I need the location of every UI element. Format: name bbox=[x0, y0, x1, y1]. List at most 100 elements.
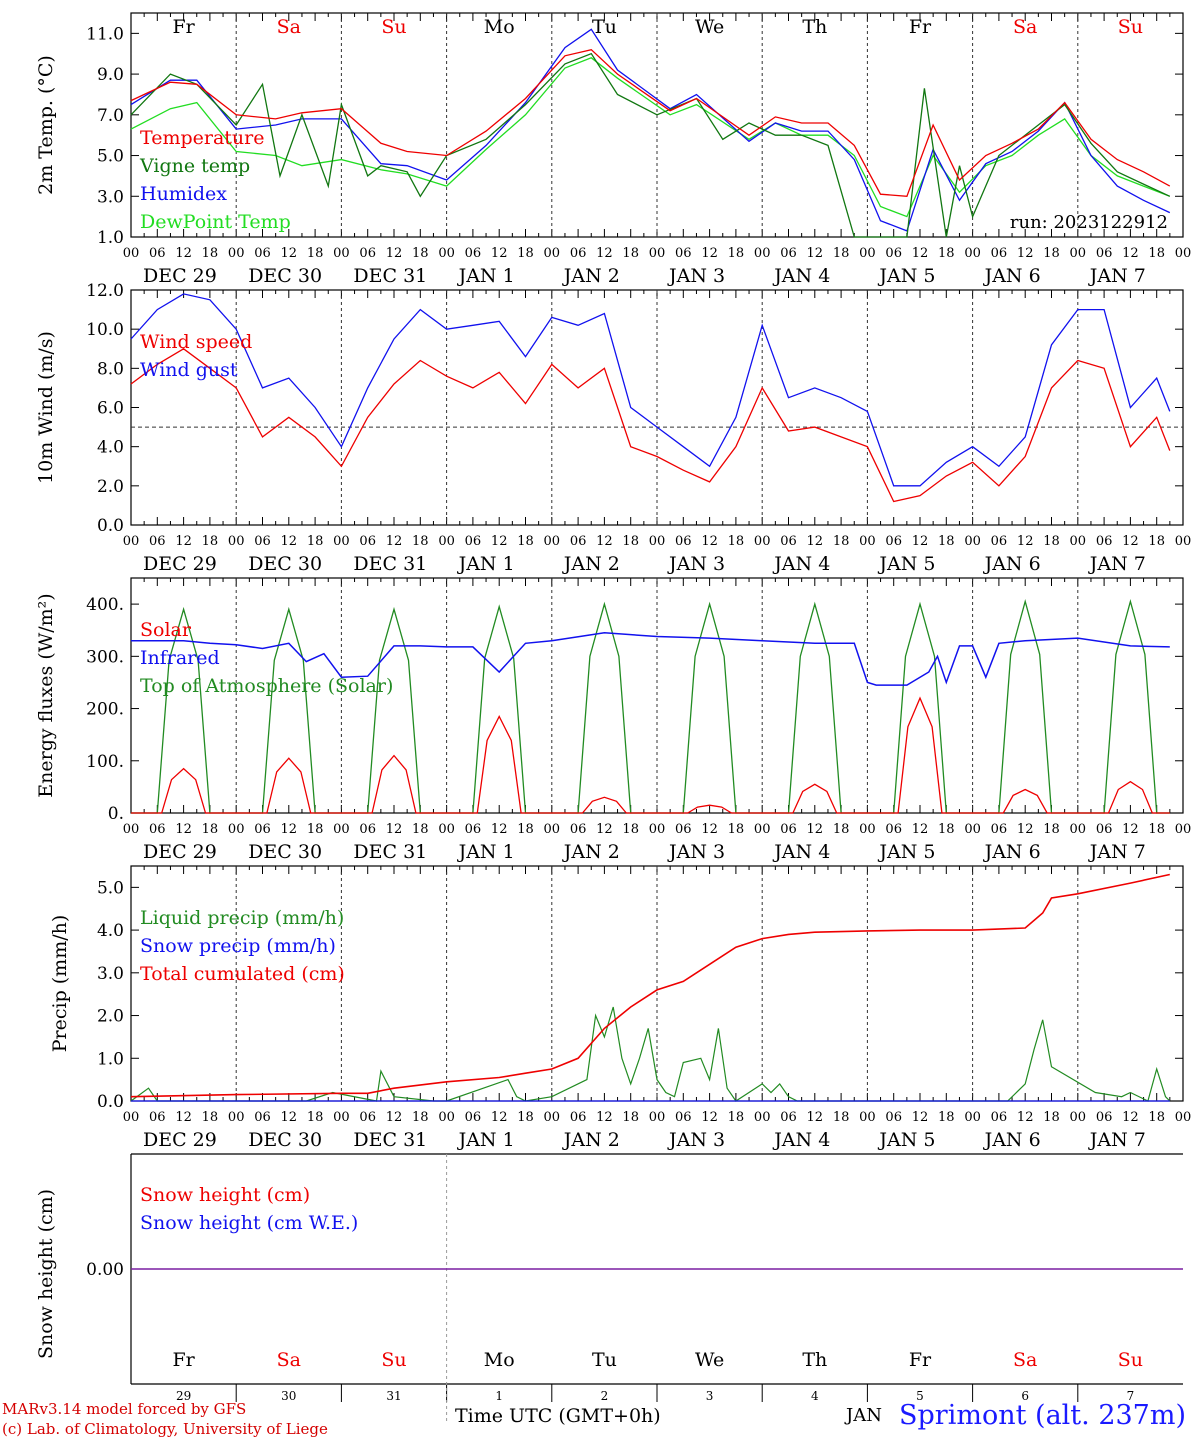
hour-tick-label: 00 bbox=[123, 534, 140, 549]
hour-tick-label: 12 bbox=[281, 822, 298, 837]
hour-tick-label: 12 bbox=[281, 1110, 298, 1125]
day-name: Su bbox=[1118, 1349, 1143, 1371]
day-name: Su bbox=[381, 1349, 406, 1371]
station-name: Sprimont (alt. 237m) bbox=[899, 1400, 1186, 1431]
hour-tick-label: 18 bbox=[622, 1110, 639, 1125]
hour-tick-label: 00 bbox=[964, 1110, 981, 1125]
date-label: JAN 7 bbox=[1088, 553, 1146, 575]
legend-entry: Liquid precip (mm/h) bbox=[140, 907, 344, 929]
hour-tick-label: 06 bbox=[991, 1110, 1008, 1125]
hour-tick-label: 06 bbox=[675, 246, 692, 261]
hour-tick-label: 18 bbox=[412, 1110, 429, 1125]
hour-tick-label: 06 bbox=[885, 534, 902, 549]
hour-tick-label: 18 bbox=[728, 246, 745, 261]
hour-tick-label: 06 bbox=[465, 1110, 482, 1125]
hour-tick-label: 00 bbox=[438, 1110, 455, 1125]
hour-tick-label: 18 bbox=[517, 534, 534, 549]
day-name: Su bbox=[1118, 16, 1143, 38]
day-number: 5 bbox=[916, 1389, 924, 1403]
y-tick-label: 11.0 bbox=[86, 24, 124, 44]
hour-tick-label: 06 bbox=[149, 246, 166, 261]
hour-tick-label: 12 bbox=[175, 1110, 192, 1125]
hour-tick-label: 12 bbox=[807, 822, 824, 837]
hour-tick-label: 12 bbox=[1017, 534, 1034, 549]
hour-tick-label: 00 bbox=[544, 534, 561, 549]
date-label: JAN 4 bbox=[772, 1129, 830, 1151]
day-name: Fr bbox=[909, 16, 932, 38]
hour-tick-label: 06 bbox=[991, 822, 1008, 837]
day-name: Mo bbox=[484, 16, 515, 38]
legend-entry: Infrared bbox=[140, 647, 220, 669]
date-label: DEC 30 bbox=[248, 553, 322, 575]
day-number: 30 bbox=[281, 1389, 296, 1403]
date-label: JAN 7 bbox=[1088, 265, 1146, 287]
wind-series-line bbox=[130, 293, 1171, 487]
hour-tick-label: 12 bbox=[491, 534, 508, 549]
toa-solar-line bbox=[131, 599, 1170, 814]
y-tick-label: 4.0 bbox=[97, 921, 124, 941]
hour-tick-label: 12 bbox=[386, 534, 403, 549]
day-name: We bbox=[695, 1349, 724, 1371]
hour-tick-label: 18 bbox=[202, 534, 219, 549]
hour-tick-label: 00 bbox=[754, 1110, 771, 1125]
hour-tick-label: 06 bbox=[780, 534, 797, 549]
hour-tick-label: 12 bbox=[807, 534, 824, 549]
day-name: Th bbox=[802, 1349, 827, 1371]
hour-tick-label: 12 bbox=[1122, 246, 1139, 261]
hour-tick-label: 18 bbox=[938, 246, 955, 261]
hour-tick-label: 00 bbox=[649, 1110, 666, 1125]
y-tick-label: 9.0 bbox=[97, 65, 124, 85]
day-name: Mo bbox=[484, 1349, 515, 1371]
hour-tick-label: 00 bbox=[438, 822, 455, 837]
hour-tick-label: 06 bbox=[254, 822, 271, 837]
hour-tick-label: 00 bbox=[544, 822, 561, 837]
date-label: JAN 1 bbox=[457, 553, 515, 575]
legend-entry: Wind speed bbox=[140, 331, 252, 353]
hour-tick-label: 00 bbox=[123, 1110, 140, 1125]
date-label: DEC 29 bbox=[143, 1129, 217, 1151]
y-tick-label: 200. bbox=[86, 700, 124, 720]
y-tick-label: 0. bbox=[108, 804, 124, 824]
y-tick-label: 12.0 bbox=[86, 281, 124, 301]
hour-tick-label: 00 bbox=[859, 534, 876, 549]
date-label: DEC 29 bbox=[143, 265, 217, 287]
hour-tick-label: 12 bbox=[175, 822, 192, 837]
hour-tick-label: 12 bbox=[912, 534, 929, 549]
hour-tick-label: 00 bbox=[228, 534, 245, 549]
date-label: JAN 4 bbox=[772, 265, 830, 287]
temp-series-line bbox=[130, 52, 1171, 238]
hour-tick-label: 06 bbox=[359, 246, 376, 261]
legend-entry: Top of Atmosphere (Solar) bbox=[140, 675, 393, 697]
day-number: 4 bbox=[811, 1389, 819, 1403]
hour-tick-label: 18 bbox=[307, 246, 324, 261]
hour-tick-label: 12 bbox=[175, 246, 192, 261]
y-tick-label: 0.0 bbox=[97, 516, 124, 536]
hour-tick-label: 00 bbox=[964, 246, 981, 261]
hour-tick-label: 12 bbox=[807, 246, 824, 261]
hour-tick-label: 12 bbox=[912, 1110, 929, 1125]
hour-tick-label: 12 bbox=[701, 822, 718, 837]
hour-tick-label: 06 bbox=[1096, 246, 1113, 261]
y-tick-label: 1.0 bbox=[97, 1049, 124, 1069]
legend-entry: DewPoint Temp bbox=[140, 211, 291, 233]
y-axis-label: Energy fluxes (W/m²) bbox=[35, 593, 57, 797]
plot-frame bbox=[130, 12, 1184, 238]
hour-tick-label: 18 bbox=[412, 534, 429, 549]
date-label: DEC 31 bbox=[353, 553, 427, 575]
hour-tick-label: 00 bbox=[754, 534, 771, 549]
hour-tick-label: 12 bbox=[491, 1110, 508, 1125]
precip-series-line bbox=[130, 873, 1170, 1098]
hour-tick-label: 06 bbox=[149, 1110, 166, 1125]
date-label: DEC 29 bbox=[143, 841, 217, 863]
day-name: Sa bbox=[277, 16, 301, 38]
day-name: Sa bbox=[277, 1349, 301, 1371]
hour-tick-label: 00 bbox=[544, 246, 561, 261]
hour-tick-label: 06 bbox=[254, 1110, 271, 1125]
y-tick-label: 8.0 bbox=[97, 359, 124, 379]
hour-tick-label: 06 bbox=[359, 534, 376, 549]
day-name: Tu bbox=[592, 1349, 617, 1371]
hour-tick-label: 12 bbox=[175, 534, 192, 549]
date-label: DEC 29 bbox=[143, 553, 217, 575]
hour-tick-label: 06 bbox=[885, 1110, 902, 1125]
y-tick-label: 4.0 bbox=[97, 438, 124, 458]
